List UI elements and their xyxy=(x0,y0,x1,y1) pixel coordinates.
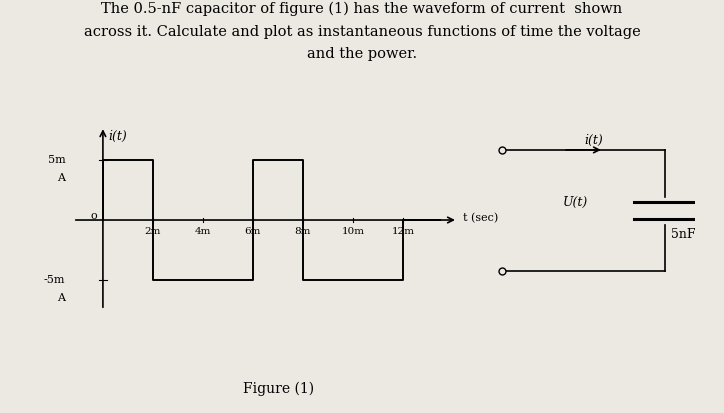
Text: The 0.5-nF capacitor of figure (1) has the waveform of current  shown: The 0.5-nF capacitor of figure (1) has t… xyxy=(101,2,623,17)
Text: U(t): U(t) xyxy=(563,195,589,209)
Text: 10m: 10m xyxy=(341,227,364,236)
Text: i(t): i(t) xyxy=(584,134,603,147)
Text: and the power.: and the power. xyxy=(307,47,417,62)
Text: 2m: 2m xyxy=(145,227,161,236)
Text: 4m: 4m xyxy=(195,227,211,236)
Text: across it. Calculate and plot as instantaneous functions of time the voltage: across it. Calculate and plot as instant… xyxy=(84,25,640,39)
Text: A: A xyxy=(57,293,65,303)
Text: o: o xyxy=(90,211,97,221)
Text: 8m: 8m xyxy=(295,227,311,236)
Text: 6m: 6m xyxy=(245,227,261,236)
Text: t (sec): t (sec) xyxy=(463,213,498,223)
Text: Figure (1): Figure (1) xyxy=(243,382,314,396)
Text: 5m: 5m xyxy=(48,155,65,165)
Text: A: A xyxy=(57,173,65,183)
Text: i(t): i(t) xyxy=(108,130,127,143)
Text: -5m: -5m xyxy=(44,275,65,285)
Text: 5nF: 5nF xyxy=(670,228,695,242)
Text: 12m: 12m xyxy=(392,227,414,236)
